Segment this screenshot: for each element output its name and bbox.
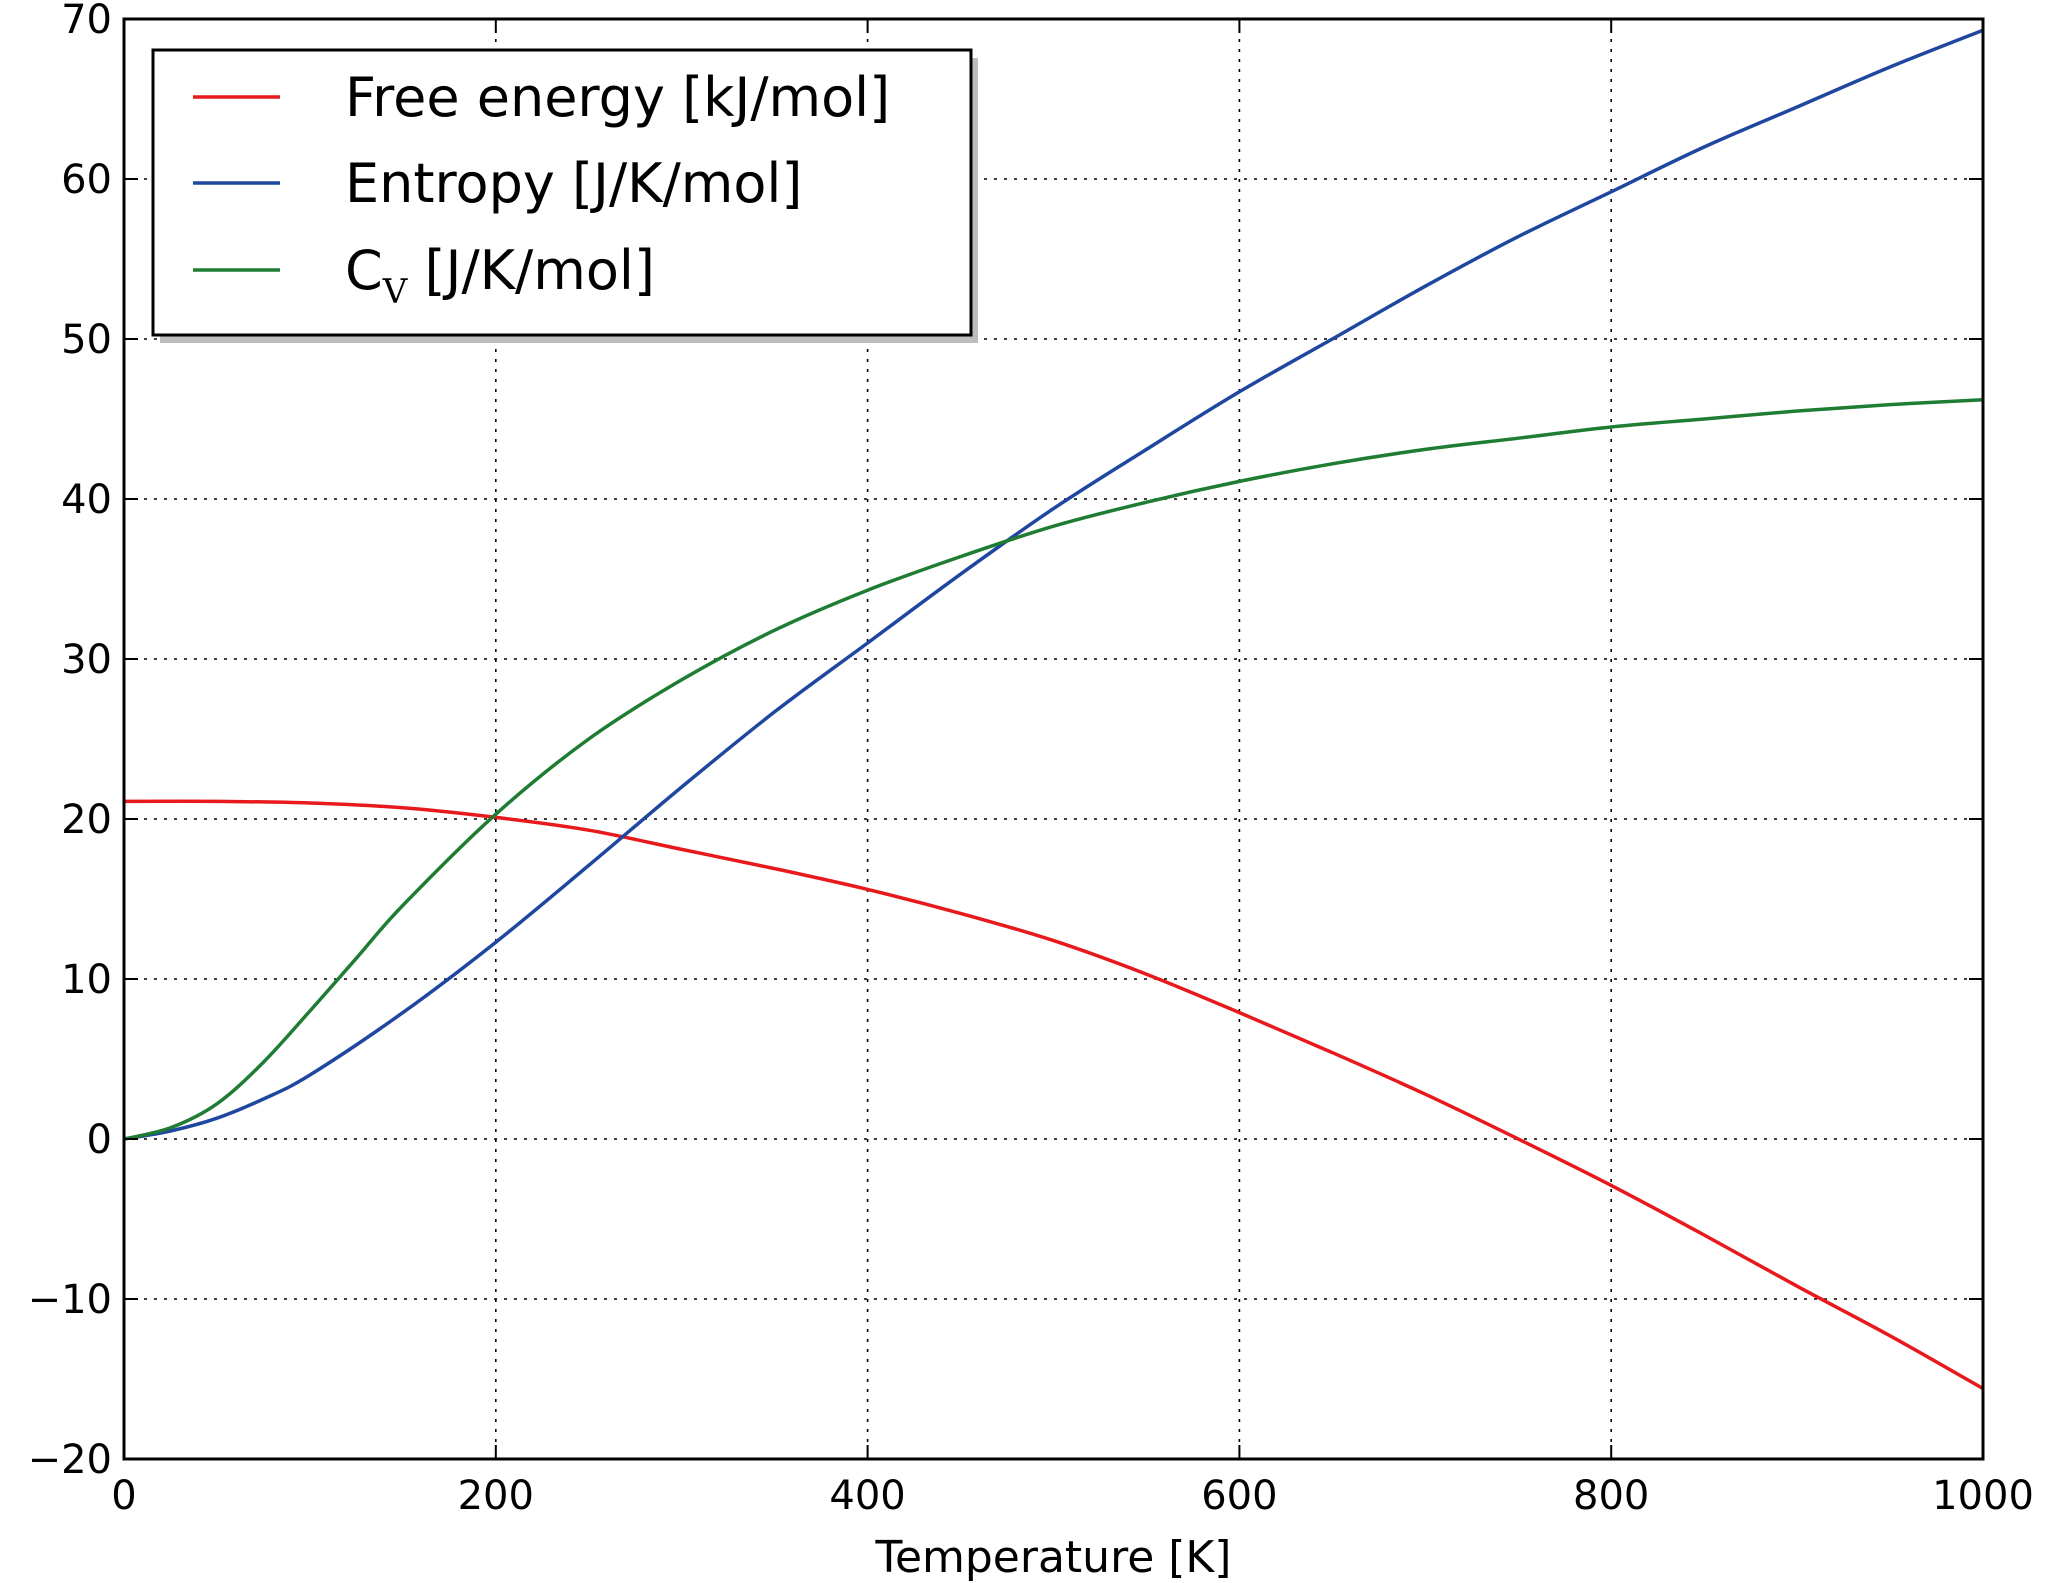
legend-label-cv-sub: V (382, 272, 409, 312)
legend-label-cv-rest: [J/K/mol] (407, 239, 655, 302)
series-layer (123, 28, 1984, 1391)
x-tick-label: 0 (111, 1473, 136, 1519)
y-tick-label: −20 (28, 1437, 112, 1483)
legend-label-free-energy: Free energy [kJ/mol] (345, 66, 890, 129)
legend-label-entropy: Entropy [J/K/mol] (345, 152, 802, 215)
series-line-cv (123, 398, 1984, 1141)
y-tick-label: 70 (61, 0, 112, 43)
y-tick-label: 50 (61, 317, 112, 363)
y-tick-label: 20 (61, 797, 112, 843)
legend-label-cv: CV [J/K/mol] (345, 239, 655, 312)
plot-frame (122, 17, 1985, 1461)
x-tick-label: 200 (458, 1473, 534, 1519)
y-tick-label: 60 (61, 157, 112, 203)
y-tick-label: −10 (28, 1277, 112, 1323)
x-tick-label: 400 (829, 1473, 905, 1519)
series-line-free-energy (123, 799, 1984, 1391)
x-tick-label: 600 (1201, 1473, 1277, 1519)
y-tick-label: 40 (61, 477, 112, 523)
series-line-entropy (123, 28, 1984, 1141)
y-tick-label: 30 (61, 637, 112, 683)
legend-label-cv-main: C (345, 239, 383, 302)
y-tick-label: 0 (87, 1117, 112, 1163)
x-axis-label: Temperature [K] (875, 1532, 1232, 1583)
legend-box (151, 48, 973, 337)
x-tick-label: 800 (1573, 1473, 1649, 1519)
legend: Free energy [kJ/mol] Entropy [J/K/mol] C… (151, 48, 978, 343)
tick-layer: 0 200 400 600 800 1000 −20 −10 0 10 20 30 40 50 60 70 (28, 0, 2034, 1519)
y-tick-label: 10 (61, 957, 112, 1003)
x-tick-label: 1000 (1932, 1473, 2034, 1519)
